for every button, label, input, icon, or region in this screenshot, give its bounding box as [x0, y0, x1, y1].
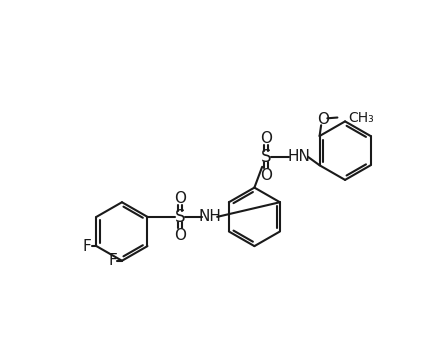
Text: CH₃: CH₃ [348, 111, 374, 125]
Text: O: O [260, 131, 272, 146]
Text: F: F [83, 238, 92, 253]
Text: O: O [174, 191, 186, 206]
Text: S: S [175, 208, 185, 226]
Text: NH: NH [198, 209, 221, 224]
Text: O: O [260, 168, 272, 183]
Text: O: O [317, 112, 329, 127]
Text: O: O [174, 228, 186, 243]
Text: HN: HN [287, 149, 310, 164]
Text: S: S [261, 148, 271, 166]
Text: F: F [108, 253, 117, 268]
